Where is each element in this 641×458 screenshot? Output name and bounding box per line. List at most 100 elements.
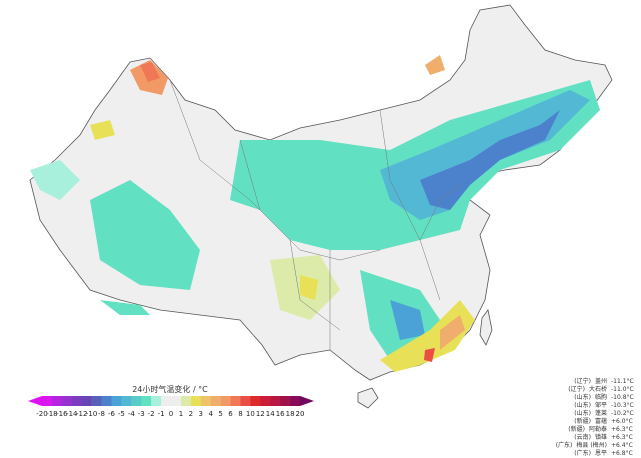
station-province: (广东) xyxy=(555,442,573,449)
legend-tick-label: -16 xyxy=(56,410,68,418)
station-province: (新疆) xyxy=(568,426,585,433)
legend-swatch xyxy=(230,396,241,406)
station-value: -11.1°C xyxy=(611,378,634,385)
station-name: 临朐 xyxy=(594,394,607,401)
station-row: (广东) 恩平 +6.8°C xyxy=(556,450,635,458)
legend-tick-label: -18 xyxy=(46,410,57,418)
station-province: (山东) xyxy=(574,410,591,417)
legend-tick-label: -6 xyxy=(108,410,116,418)
station-province: (山东) xyxy=(574,394,591,401)
legend-swatch xyxy=(280,396,291,406)
station-row: (山东) 临朐 -10.8°C xyxy=(568,394,635,402)
station-province: (广东) xyxy=(574,450,591,457)
legend-tick-label: 12 xyxy=(256,410,265,418)
legend-tick-label: 2 xyxy=(189,410,193,418)
legend-tick-label: 1 xyxy=(179,410,183,418)
hainan-island xyxy=(357,387,379,409)
legend-swatch xyxy=(61,396,73,406)
legend-swatch xyxy=(42,396,53,406)
station-row: (新疆) 阿勒泰 +6.3°C xyxy=(556,426,635,434)
legend-tick-label: 6 xyxy=(228,410,233,418)
warming-stations-list: (新疆) 富蕴 +6.0°C (新疆) 阿勒泰 +6.3°C (云南) 镇雄 +6.3°C (广东… xyxy=(556,418,635,458)
legend-swatch xyxy=(171,396,182,406)
station-row: (辽宁) 盖州 -11.1°C xyxy=(568,378,635,386)
legend-tick-label: 10 xyxy=(246,410,255,418)
legend-swatch xyxy=(200,396,211,406)
station-row: (广东) 梅县 (梅州) +6.4°C xyxy=(556,442,635,450)
legend-tick-label: 8 xyxy=(238,410,242,418)
station-row: (新疆) 富蕴 +6.0°C xyxy=(556,418,635,426)
legend-swatch xyxy=(51,396,63,406)
legend-swatch xyxy=(121,396,132,406)
legend-swatch xyxy=(210,396,221,406)
legend-swatch xyxy=(240,396,251,406)
legend-swatch xyxy=(180,396,192,406)
station-name: 蓬莱 xyxy=(594,410,607,417)
legend-swatch xyxy=(71,396,82,406)
station-province: (新疆) xyxy=(574,418,591,425)
legend-swatch xyxy=(91,396,102,406)
station-name: 盖州 xyxy=(594,378,607,385)
taiwan-island xyxy=(479,309,493,346)
station-value: +6.8°C xyxy=(611,450,633,457)
legend-tick-label: 18 xyxy=(286,410,295,418)
color-legend: -20-18-16-14-12-10 -8 -6 -5 -4 -3 -2 -1 0 1 2 3 4 5 6 8… xyxy=(28,396,314,418)
station-row: (山东) 邹平 -10.3°C xyxy=(568,402,635,410)
legend-tick-label: -20 xyxy=(36,410,47,418)
legend-tick-label: -2 xyxy=(148,410,155,418)
station-value: -10.2°C xyxy=(611,410,634,417)
legend-swatch xyxy=(290,396,301,406)
station-province: (云南) xyxy=(574,434,591,441)
station-name: 富蕴 xyxy=(594,418,607,425)
legend-swatch xyxy=(190,396,202,406)
station-value: +6.4°C xyxy=(611,442,633,449)
legend-swatch xyxy=(81,396,92,406)
legend-title: 24小时气温变化 / °C xyxy=(132,385,208,394)
legend-swatch xyxy=(250,396,261,406)
cooling-stations-list: (辽宁) 盖州 -11.1°C (辽宁) 大石桥 -11.0°C (山东) 临朐 -10.8°C… xyxy=(568,378,635,418)
station-value: +6.0°C xyxy=(611,418,633,425)
station-name: 梅县 (梅州) xyxy=(576,442,607,449)
station-name: 邹平 xyxy=(594,402,607,409)
legend-tick-label: 0 xyxy=(169,410,173,418)
legend-swatch xyxy=(131,396,142,406)
station-value: -10.8°C xyxy=(611,394,634,401)
legend-tick-label: 14 xyxy=(266,410,275,418)
legend-over-arrow xyxy=(300,396,314,406)
legend-tick-label: 5 xyxy=(218,410,222,418)
legend-tick-label: 20 xyxy=(296,410,305,418)
station-province: (辽宁) xyxy=(574,378,591,385)
station-row: (辽宁) 大石桥 -11.0°C xyxy=(568,386,635,394)
legend-swatch xyxy=(141,396,152,406)
legend-tick-label: -14 xyxy=(66,410,78,418)
legend-swatch xyxy=(270,396,281,406)
legend-tick-label: 4 xyxy=(208,410,213,418)
station-name: 恩平 xyxy=(594,450,607,457)
station-name: 镇雄 xyxy=(594,434,607,441)
legend-swatch xyxy=(260,396,271,406)
legend-swatch xyxy=(220,396,231,406)
station-province: (山东) xyxy=(574,402,591,409)
legend-tick-label: 3 xyxy=(199,410,203,418)
legend-tick-label: -3 xyxy=(138,410,145,418)
legend-swatch xyxy=(111,396,122,406)
legend-under-arrow xyxy=(28,396,42,406)
legend-tick-label: -1 xyxy=(158,410,165,418)
legend-tick-label: 16 xyxy=(276,410,285,418)
station-value: +6.3°C xyxy=(611,434,633,441)
station-name: 大石桥 xyxy=(588,386,607,393)
legend-tick-label: -4 xyxy=(128,410,136,418)
legend-tick-label: -12 xyxy=(76,410,87,418)
station-value: -10.3°C xyxy=(611,402,634,409)
legend-tick-label: -5 xyxy=(118,410,125,418)
legend-tick-label: -8 xyxy=(98,410,105,418)
warming-region xyxy=(90,55,475,372)
station-row: (山东) 蓬莱 -10.2°C xyxy=(568,410,635,418)
station-province: (辽宁) xyxy=(568,386,585,393)
legend-swatch xyxy=(161,396,172,406)
station-row: (云南) 镇雄 +6.3°C xyxy=(556,434,635,442)
legend-swatch xyxy=(101,396,112,406)
station-value: -11.0°C xyxy=(611,386,634,393)
legend-swatch xyxy=(151,396,162,406)
